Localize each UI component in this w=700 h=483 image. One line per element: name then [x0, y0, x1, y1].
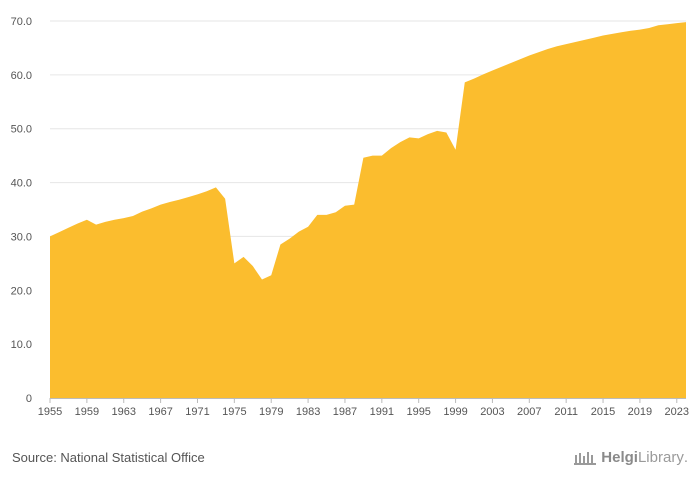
x-tick-label: 1979 — [259, 406, 283, 418]
x-tick-label: 2015 — [591, 406, 615, 418]
area-chart: 010.020.030.040.050.060.070.0 1955 1959 19… — [11, 16, 689, 418]
x-tick-label: 2011 — [554, 406, 578, 418]
brand-suffix: . — [683, 449, 688, 466]
x-tick-label: 1971 — [185, 406, 209, 418]
x-tick-label: 2003 — [480, 406, 504, 418]
y-tick-label: 20.0 — [11, 285, 32, 297]
x-tick-label: 2019 — [628, 406, 652, 418]
y-tick-label: 30.0 — [11, 231, 32, 243]
y-tick-label: 10.0 — [11, 339, 32, 351]
x-tick-label: 1999 — [443, 406, 467, 418]
x-tick-label: 1983 — [296, 406, 320, 418]
y-tick-label: 60.0 — [11, 70, 32, 82]
x-tick-label: 1959 — [75, 406, 99, 418]
brand-name-part2: Library — [637, 449, 684, 466]
x-tick-label: 1995 — [406, 406, 430, 418]
y-tick-label: 50.0 — [11, 124, 32, 136]
y-tick-label: 70.0 — [11, 16, 32, 28]
x-tick-label: 1955 — [38, 406, 62, 418]
x-tick-label: 1975 — [222, 406, 246, 418]
x-tick-label: 2023 — [665, 406, 689, 418]
brand-name-part1: Helgi — [601, 449, 638, 466]
source-note: Source: National Statistical Office — [12, 450, 205, 465]
x-tick-label: 1991 — [370, 406, 394, 418]
x-tick-label: 1987 — [333, 406, 357, 418]
x-tick-label: 1967 — [148, 406, 172, 418]
area-series — [50, 22, 686, 399]
x-axis: 1955 1959 1963 1967 1971 1975 1979 1983 1987 1991… — [38, 398, 689, 418]
library-logo-icon — [573, 450, 597, 466]
brand-logo[interactable]: Helgi Library. — [573, 449, 688, 466]
y-axis: 0 10.0 20.0 30.0 40.0 50.0 60.0 70.0 — [11, 16, 32, 405]
y-tick-label: 0 — [26, 393, 32, 405]
x-tick-label: 2007 — [517, 406, 541, 418]
y-tick-label: 40.0 — [11, 178, 32, 190]
x-tick-label: 1963 — [111, 406, 135, 418]
